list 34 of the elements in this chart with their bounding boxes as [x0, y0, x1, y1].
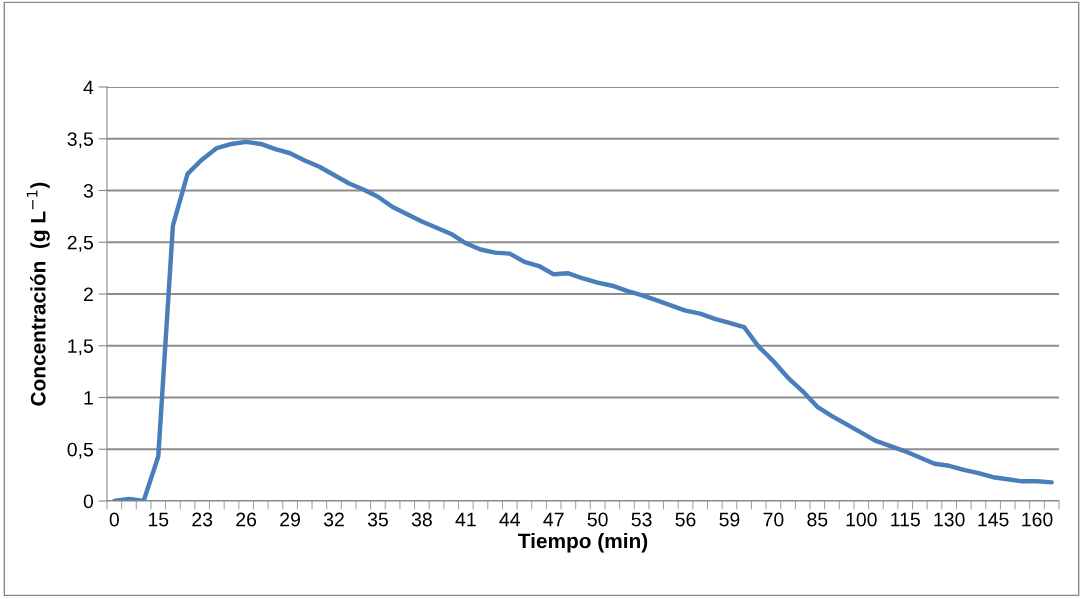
y-tick-label: 1: [84, 391, 93, 405]
x-tick-label: 130: [934, 512, 965, 527]
y-tick-label: 3: [83, 183, 93, 198]
x-tick-label: 44: [499, 512, 521, 527]
x-tick-label: 160: [1022, 512, 1053, 527]
y-axis-title: Concentración (g L$^{−1}$): [26, 182, 50, 406]
x-tick-label: 38: [411, 512, 432, 527]
x-axis-title: Tiempo (min): [518, 533, 648, 553]
x-tick-label: 41: [455, 512, 476, 527]
x-tick-label: 70: [763, 512, 784, 527]
x-tick-label: 29: [280, 512, 300, 527]
x-tick-label: 100: [846, 512, 877, 527]
x-tick-label: 26: [236, 512, 257, 527]
x-tick-label: 59: [719, 512, 740, 527]
y-tick-label: 3,5: [67, 132, 93, 149]
x-tick-label: 115: [891, 512, 920, 527]
x-tick-label: 35: [367, 512, 388, 527]
x-tick-label: 56: [675, 512, 696, 527]
y-tick-label: 2: [83, 287, 93, 302]
line-series: [112, 139, 1054, 501]
x-tick-label: 53: [631, 512, 652, 527]
y-tick-label: 0: [83, 494, 94, 509]
x-tick-label: 23: [192, 512, 213, 527]
x-tick-label: 0: [109, 512, 119, 527]
x-tick-label: 15: [148, 512, 169, 527]
x-tick-label: 85: [807, 512, 828, 527]
x-tick-label: 47: [543, 512, 564, 527]
x-tick-label: 50: [587, 512, 608, 527]
x-tick-label: 145: [978, 512, 1009, 527]
x-tick-label: 32: [323, 512, 344, 527]
y-tick-label: 2,5: [67, 235, 93, 252]
y-tick-label: 0,5: [67, 442, 93, 459]
y-tick-label: 1,5: [68, 339, 93, 356]
y-tick-label: 4: [83, 80, 94, 95]
